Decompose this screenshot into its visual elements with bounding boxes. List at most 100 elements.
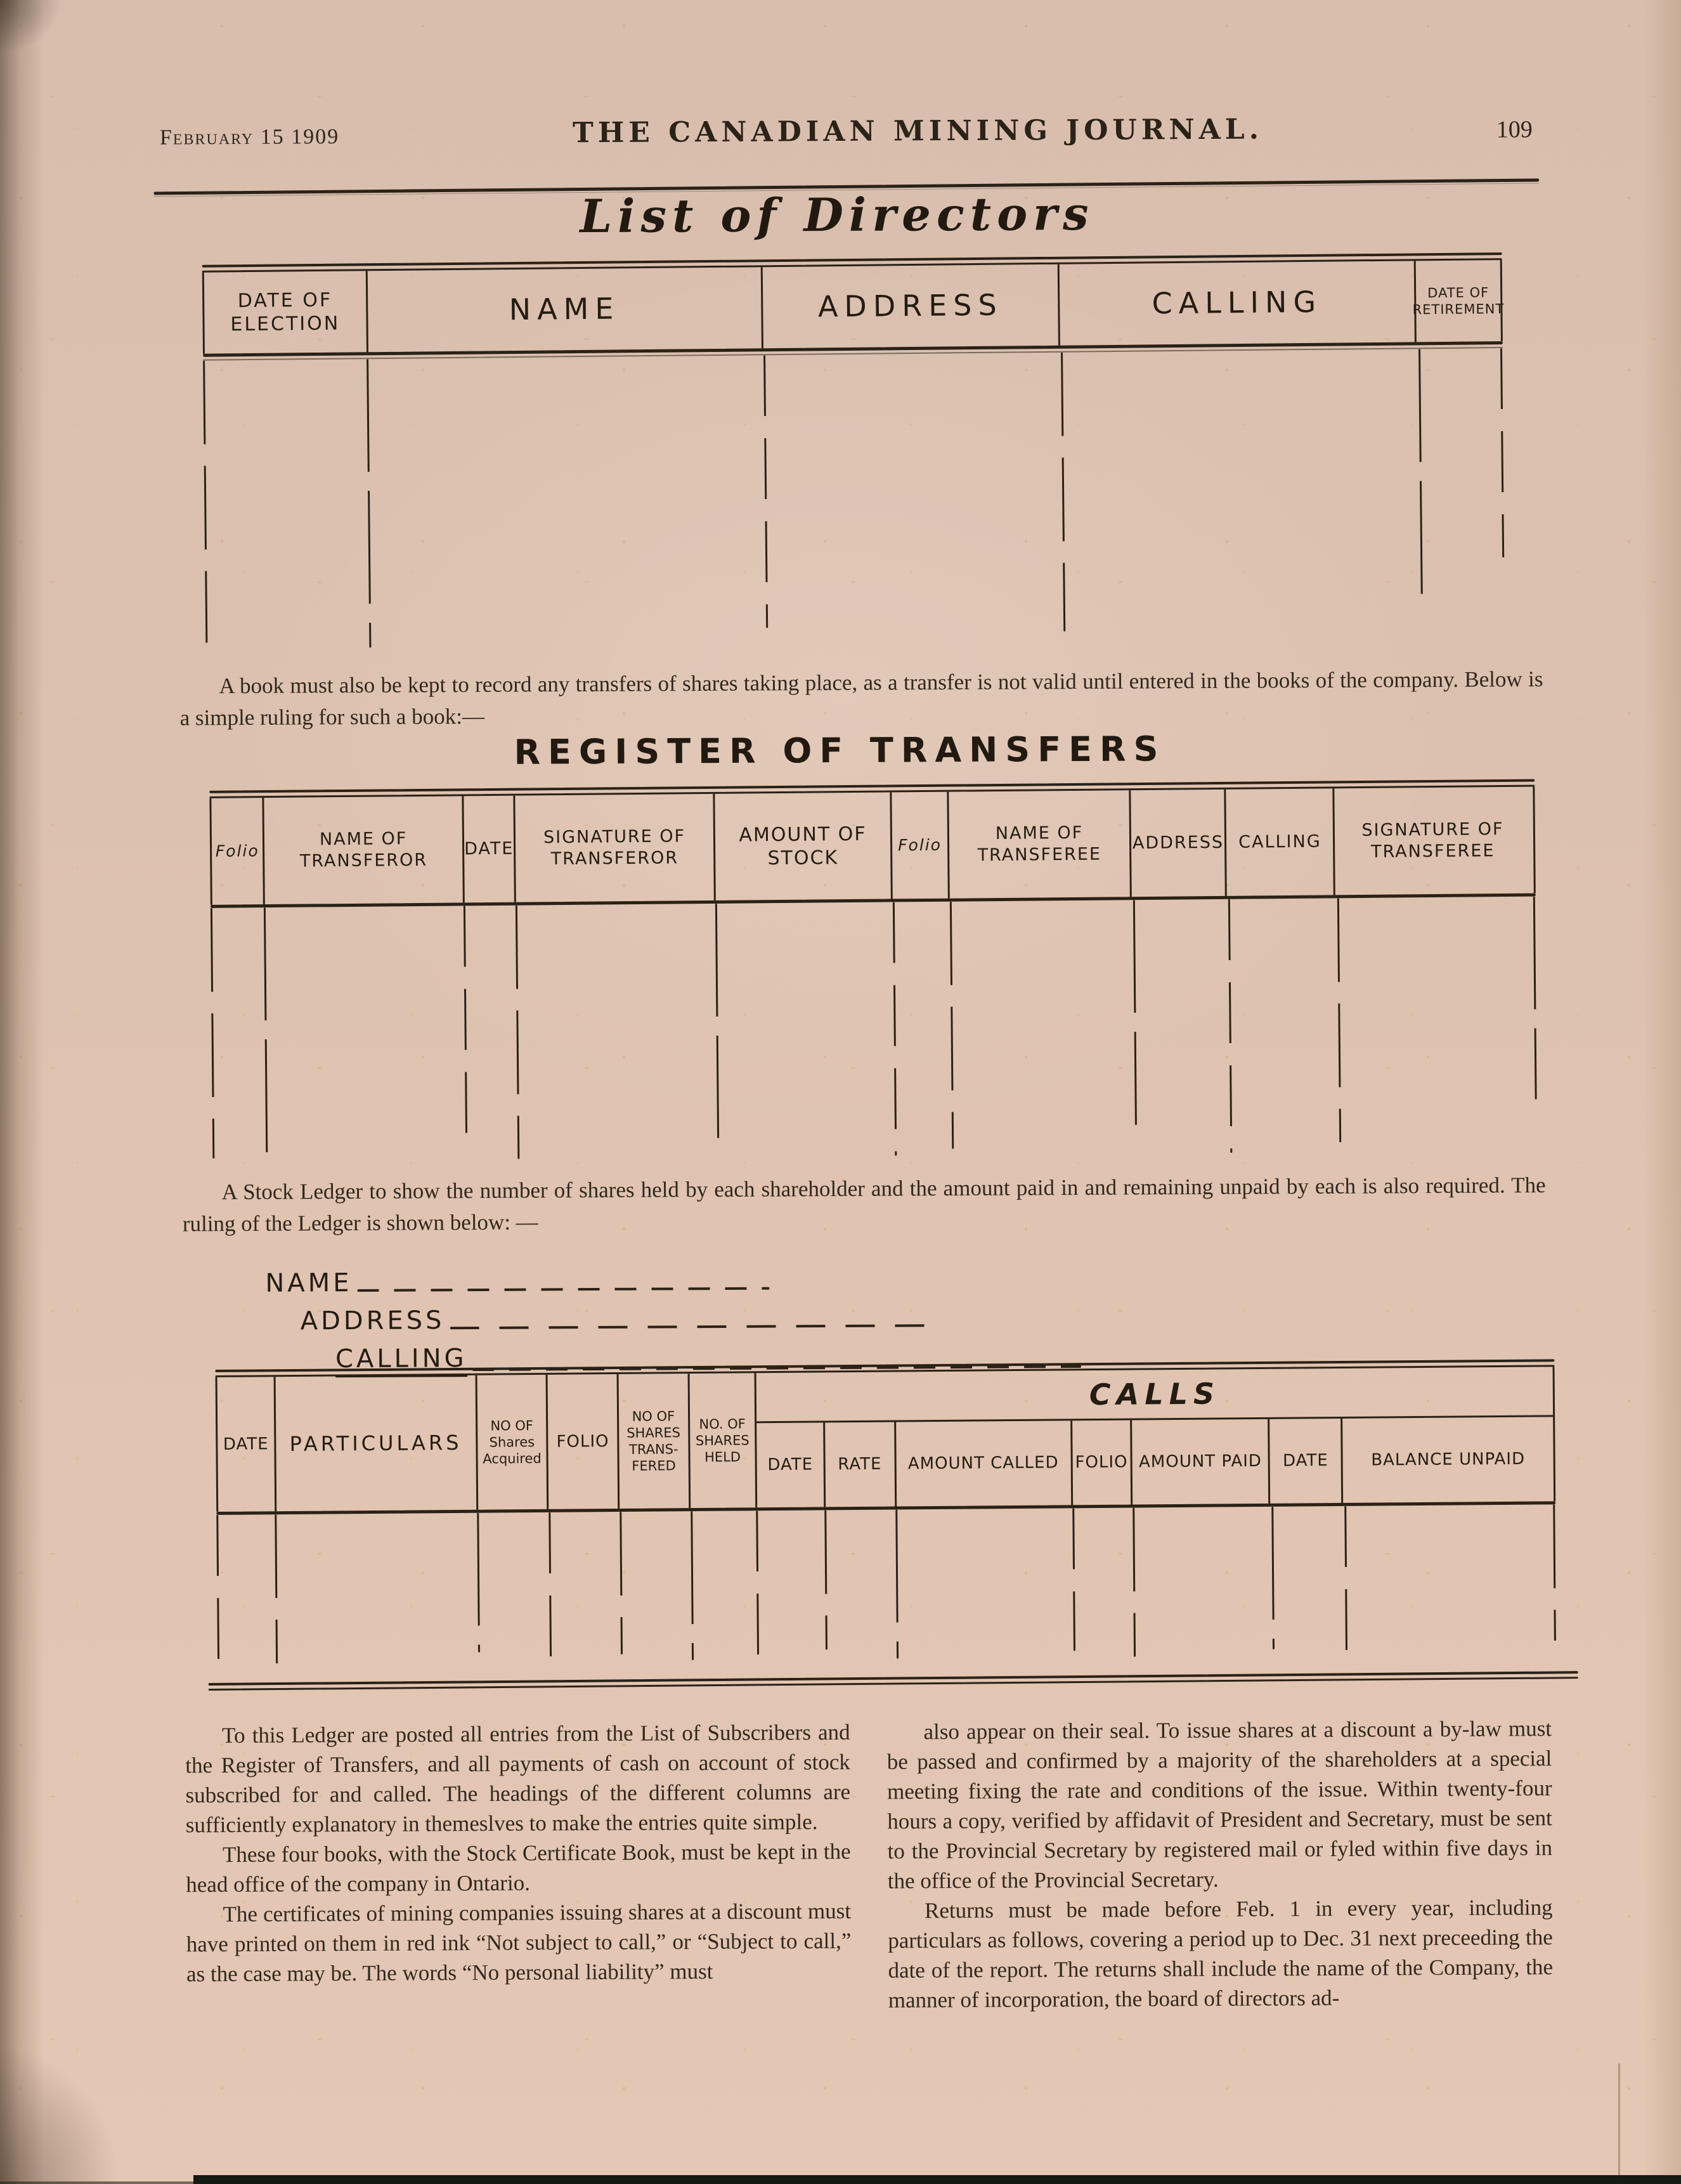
- column-rule: [1271, 1506, 1275, 1649]
- body-text-columns: To this Ledger are posted all entries fr…: [185, 1713, 1553, 2018]
- stock-ledger-table: DATE PARTICULARS NO OF Shares Acquired F…: [215, 1359, 1557, 1664]
- col-header-calls-date-2: DATE: [1269, 1418, 1344, 1504]
- directors-table-title: List of Directors: [580, 186, 1094, 244]
- column-rule: [824, 1510, 828, 1650]
- column-rule: [1133, 900, 1137, 1126]
- col-header-no-of-shares-acquired: NO OF Shares Acquired: [477, 1374, 549, 1510]
- scan-edge: [193, 2175, 1681, 2184]
- column-rule: [1228, 899, 1233, 1153]
- calls-group-title: CALLS: [756, 1367, 1554, 1424]
- col-header-address: ADDRESS: [1131, 789, 1228, 897]
- col-header-folio: FOLIO: [547, 1374, 620, 1509]
- column-rule: [515, 905, 520, 1159]
- list-of-directors-table: DATE OF ELECTION NAME ADDRESS CALLING DA…: [202, 252, 1506, 649]
- column-rule: [210, 907, 215, 1159]
- column-rule: [1337, 898, 1341, 1143]
- column-rule: [895, 1509, 899, 1659]
- col-header-calls-folio: FOLIO: [1072, 1420, 1133, 1505]
- col-header-balance-unpaid: BALANCE UNPAID: [1371, 1449, 1526, 1470]
- column-rule: [763, 355, 768, 628]
- masthead: February 15 1909 THE CANADIAN MINING JOU…: [160, 112, 1533, 151]
- underlying-page-edge: [1618, 2064, 1620, 2184]
- column-rule: [893, 902, 897, 1156]
- transfers-header-row: Folio NAME OF TRANSFEROR DATE SIGNATURE …: [209, 786, 1536, 905]
- col-header-particulars: PARTICULARS: [275, 1375, 478, 1512]
- transfers-body-ruling: [210, 896, 1538, 1162]
- journal-title: THE CANADIAN MINING JOURNAL.: [572, 113, 1264, 150]
- col-header-name-of-transferor: NAME OF TRANSFEROR: [264, 796, 465, 905]
- section-divider-rule: [208, 1671, 1578, 1691]
- col-header-signature-of-transferee: SIGNATURE OF TRANSFEREE: [1361, 819, 1504, 862]
- ledger-calls-group: CALLS DATE RATE AMOUNT CALLED FOLIO AMOU…: [754, 1367, 1554, 1508]
- column-rule: [1061, 352, 1066, 632]
- calls-subheaders: DATE RATE AMOUNT CALLED FOLIO AMOUNT PAI…: [756, 1417, 1554, 1508]
- register-of-transfers-table: Folio NAME OF TRANSFEROR DATE SIGNATURE …: [209, 779, 1538, 1162]
- body-paragraph: Returns must be made before Feb. 1 in ev…: [888, 1895, 1554, 2013]
- body-left-column: To this Ledger are posted all entries fr…: [185, 1717, 852, 2018]
- body-paragraph: To this Ledger are posted all entries fr…: [185, 1719, 851, 1838]
- column-rule: [1344, 1505, 1347, 1655]
- field-rule: [357, 1287, 770, 1292]
- column-rule: [756, 1511, 759, 1657]
- field-label-name: NAME: [265, 1268, 353, 1298]
- body-paragraph: These four books, with the Stock Certifi…: [186, 1838, 851, 1897]
- col-header-folio-2: Folio: [892, 791, 950, 899]
- page-number: 109: [1496, 116, 1533, 143]
- column-rule: [477, 1512, 481, 1653]
- field-rule: [450, 1324, 932, 1330]
- col-header-date-of-retirement: DATE OF RETIREMENT: [1412, 285, 1505, 318]
- col-header-date: DATE: [464, 795, 517, 903]
- column-rule: [950, 901, 954, 1149]
- column-rule: [367, 359, 372, 648]
- field-label-address: ADDRESS: [300, 1306, 445, 1336]
- col-header-folio: Folio: [211, 798, 266, 905]
- col-header-no-of-shares-transferred: NO OF SHARES TRANS­FERED: [618, 1374, 691, 1509]
- column-rule: [1072, 1508, 1076, 1651]
- column-rule: [263, 907, 268, 1162]
- page-right-edge-shade: [1643, 0, 1681, 2184]
- scan-corner-shadow-bottom-left: [0, 1975, 165, 2184]
- column-rule: [1500, 348, 1505, 558]
- col-header-calls-date: DATE: [756, 1422, 826, 1508]
- directors-body-ruling: [203, 348, 1505, 649]
- scan-corner-shadow-top-left: [0, 0, 76, 76]
- col-header-date: DATE: [217, 1377, 276, 1512]
- col-header-address: ADDRESS: [762, 264, 1060, 349]
- column-rule: [203, 360, 208, 643]
- col-header-amount-paid: AMOUNT PAID: [1132, 1419, 1271, 1505]
- col-header-rate: RATE: [825, 1422, 897, 1507]
- column-rule: [216, 1514, 220, 1661]
- ledger-left-headers: DATE PARTICULARS NO OF Shares Acquired F…: [217, 1373, 756, 1512]
- ledger-field-name: NAME: [265, 1266, 770, 1298]
- ledger-field-address: ADDRESS: [301, 1303, 932, 1336]
- col-header-amount-of-stock: AMOUNT OF STOCK: [715, 792, 893, 900]
- ledger-header: DATE PARTICULARS NO OF Shares Acquired F…: [215, 1367, 1556, 1512]
- column-rule: [1552, 1504, 1556, 1641]
- ledger-body-ruling: [216, 1504, 1557, 1664]
- book-binding-shadow: [0, 0, 44, 2184]
- col-header-calling: CALLING: [1226, 788, 1336, 896]
- col-header-name: NAME: [367, 267, 763, 353]
- body-paragraph: The certificates of mining companies iss…: [186, 1898, 852, 1987]
- column-rule: [691, 1511, 694, 1661]
- col-header-name-of-transferee: NAME OF TRANSFEREE: [949, 790, 1133, 899]
- transfers-intro-paragraph: A book must also be kept to record any t…: [179, 666, 1543, 731]
- column-rule: [548, 1512, 552, 1661]
- col-header-date-of-election: DATE OF ELECTION: [204, 271, 368, 354]
- column-rule: [715, 903, 720, 1138]
- column-rule: [1418, 349, 1423, 609]
- column-rule: [619, 1511, 623, 1654]
- col-header-calling: CALLING: [1059, 261, 1417, 346]
- col-header-signature-of-transferor: SIGNATURE OF TRANSFEROR: [515, 793, 716, 902]
- column-rule: [1133, 1507, 1136, 1657]
- column-rule: [1533, 896, 1537, 1100]
- issue-date: February 15 1909: [159, 125, 340, 150]
- col-header-amount-called: AMOUNT CALLED: [895, 1420, 1073, 1507]
- body-paragraph: also appear on their seal. To issue shar…: [886, 1716, 1553, 1894]
- transfers-table-title: REGISTER OF TRANSFERS: [514, 729, 1166, 772]
- directors-header-row: DATE OF ELECTION NAME ADDRESS CALLING DA…: [202, 260, 1505, 354]
- col-header-no-of-shares-held: NO. OF SHARES HELD: [695, 1415, 750, 1466]
- column-rule: [464, 906, 468, 1150]
